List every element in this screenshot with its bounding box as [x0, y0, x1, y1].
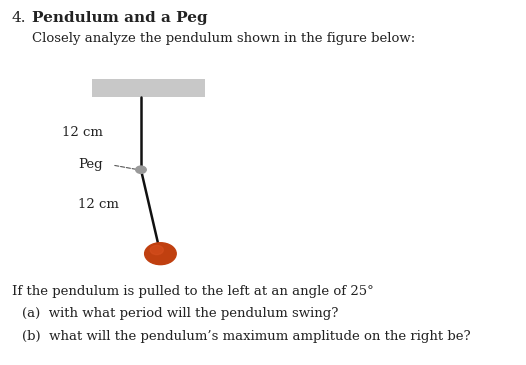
Text: 4.: 4. — [12, 11, 26, 25]
Text: (b)  what will the pendulum’s maximum amplitude on the right be?: (b) what will the pendulum’s maximum amp… — [22, 330, 471, 343]
Circle shape — [150, 245, 164, 255]
Text: 12 cm: 12 cm — [78, 198, 119, 211]
Text: If the pendulum is pulled to the left at an angle of 25°: If the pendulum is pulled to the left at… — [12, 285, 373, 299]
Bar — [92, 79, 205, 97]
Circle shape — [136, 166, 146, 173]
Text: (a)  with what period will the pendulum swing?: (a) with what period will the pendulum s… — [22, 307, 338, 320]
Circle shape — [145, 243, 176, 265]
Text: Pendulum and a Peg: Pendulum and a Peg — [32, 11, 207, 25]
Text: Peg: Peg — [78, 158, 103, 172]
Text: Closely analyze the pendulum shown in the figure below:: Closely analyze the pendulum shown in th… — [32, 32, 415, 45]
Text: 12 cm: 12 cm — [62, 126, 103, 139]
